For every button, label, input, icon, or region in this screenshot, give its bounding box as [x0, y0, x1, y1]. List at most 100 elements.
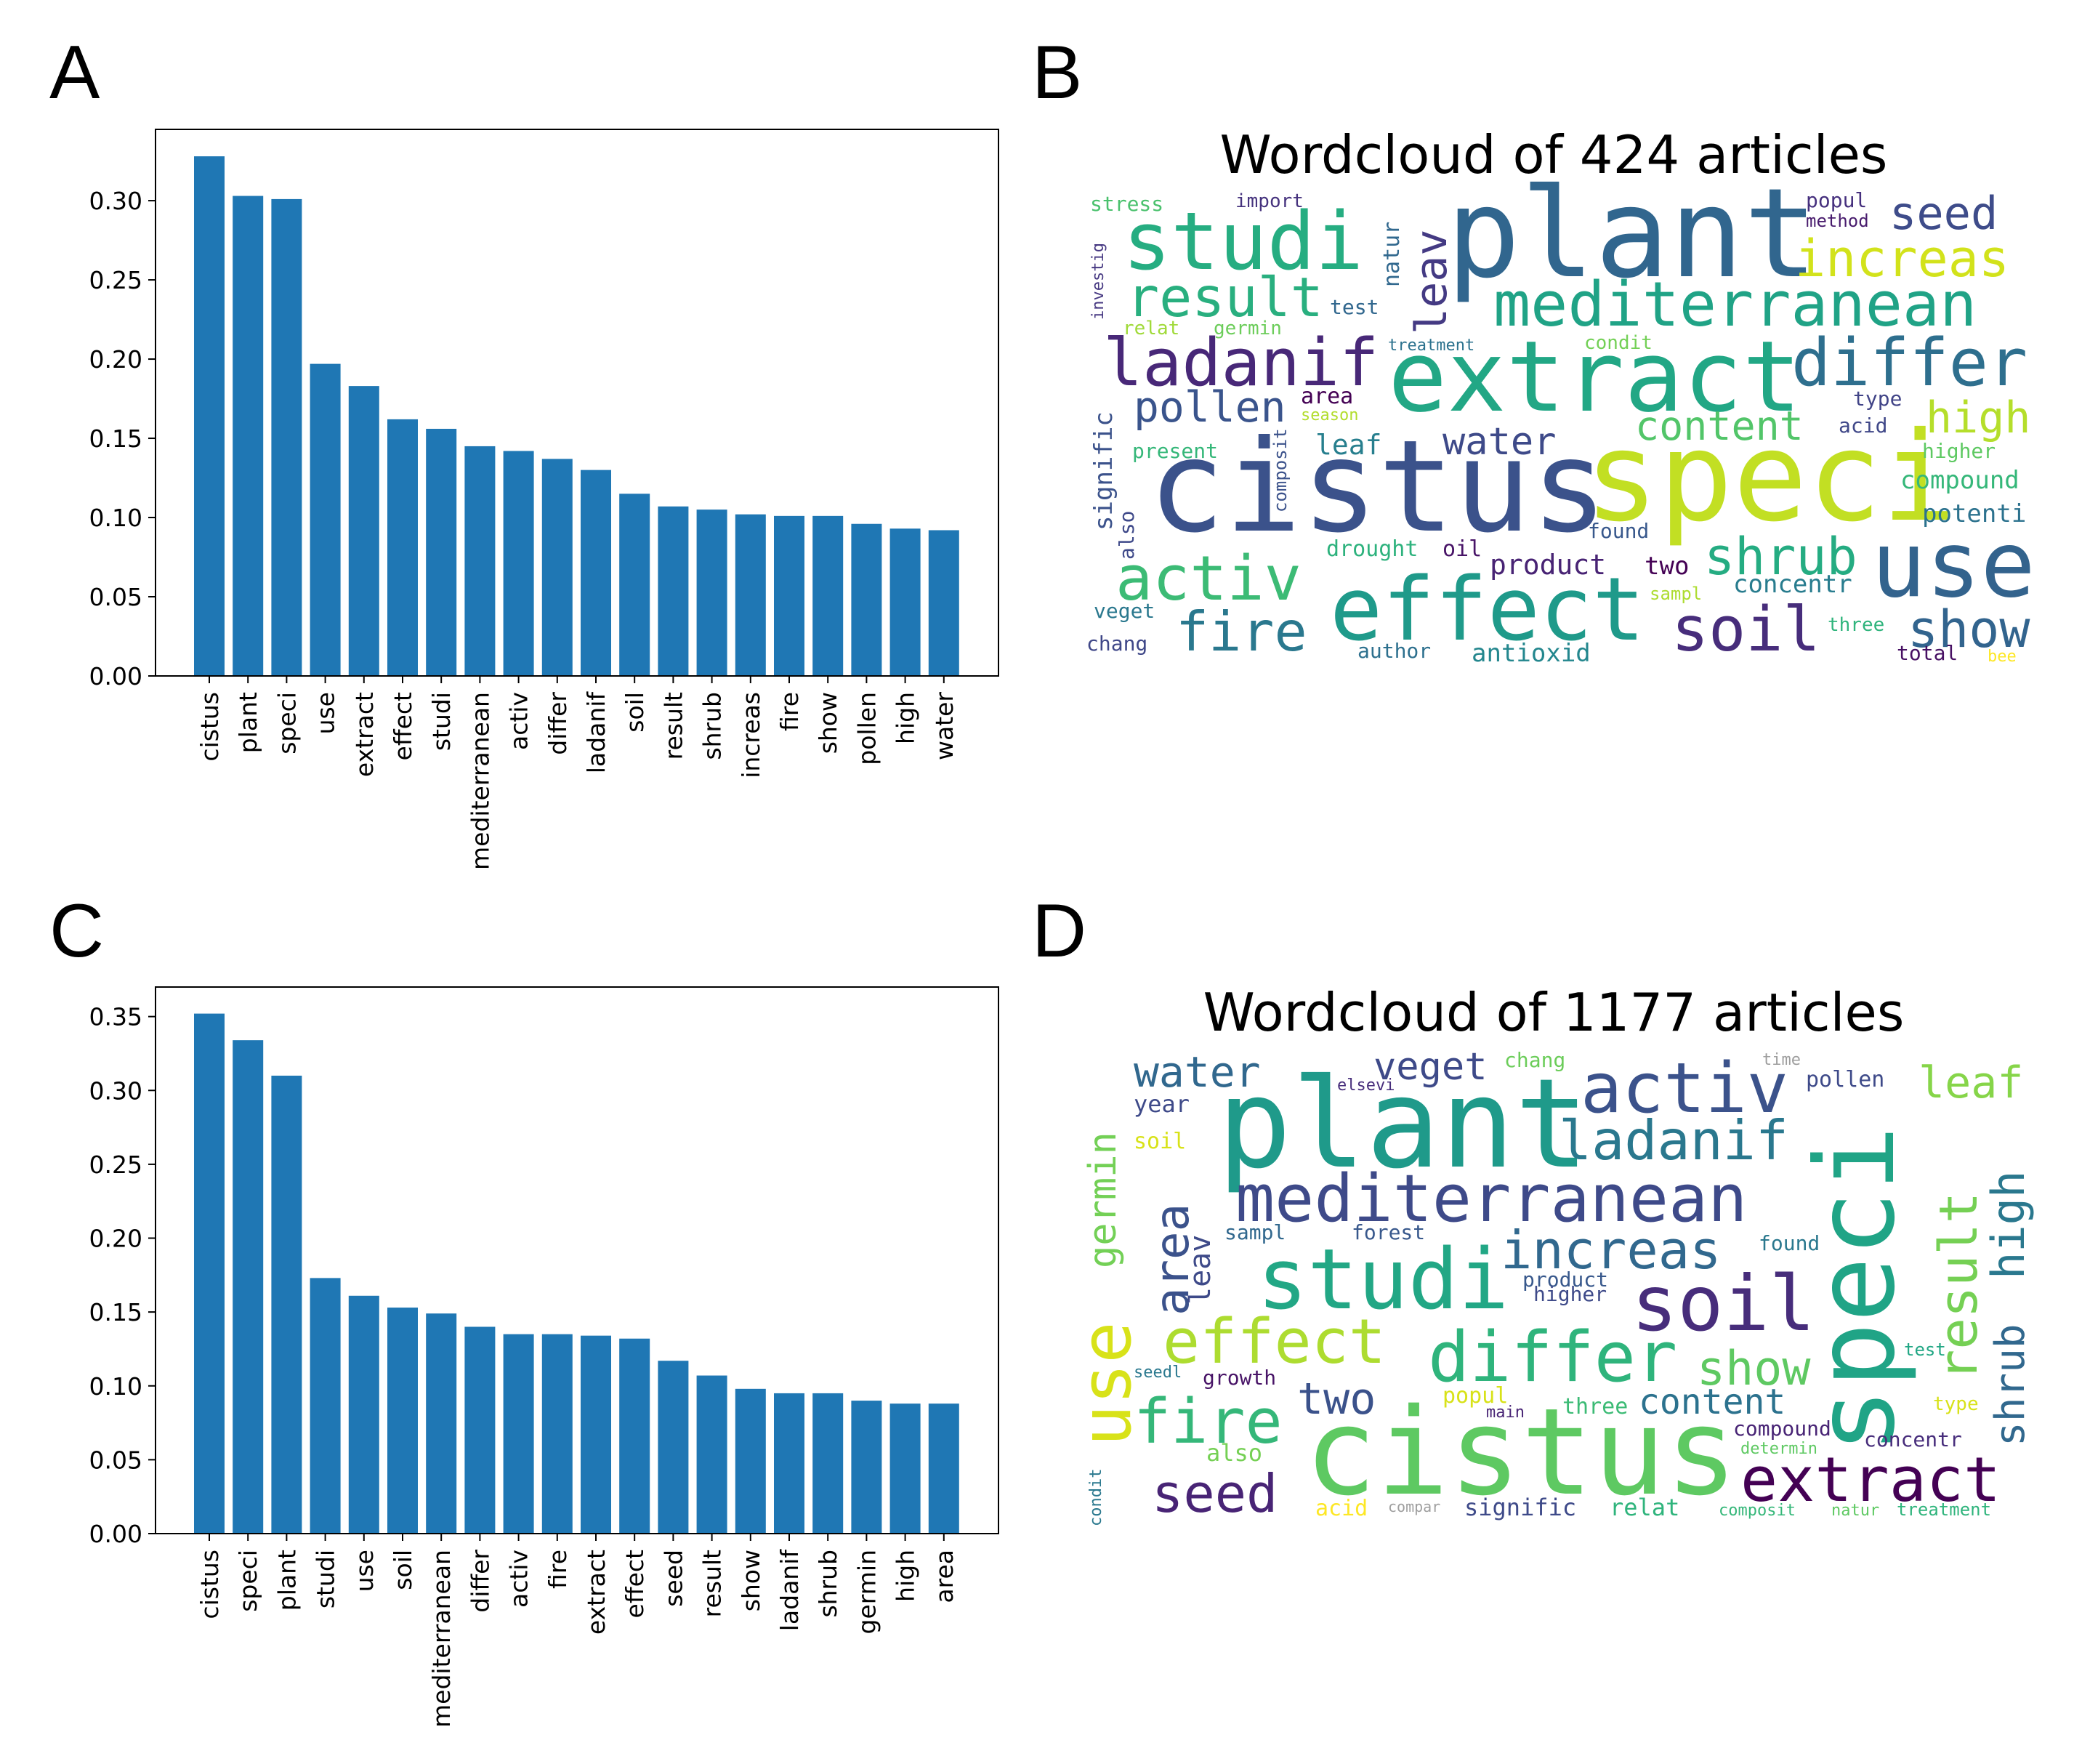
- wordcloud-b-word-bee: bee: [1988, 648, 2017, 666]
- chart-c-xtick-label: high: [892, 1550, 920, 1602]
- chart-c-bar-high: [889, 1403, 921, 1534]
- chart-c-xtick-label: mediterranean: [427, 1550, 456, 1728]
- wordcloud-d-word-higher: higher: [1533, 1282, 1607, 1306]
- chart-c-bar-germin: [851, 1401, 882, 1534]
- wordcloud-b-word-season: season: [1301, 406, 1358, 424]
- wordcloud-d-word-two: two: [1297, 1374, 1376, 1425]
- wordcloud-b-word-stress: stress: [1090, 192, 1163, 216]
- chart-a-bar-cistus: [194, 156, 225, 677]
- wordcloud-b-word-acid: acid: [1839, 414, 1887, 438]
- wordcloud-b-word-veget: veget: [1094, 599, 1155, 623]
- chart-c-xtick-label: shrub: [814, 1550, 842, 1618]
- wordcloud-d-word-treatment: treatment: [1897, 1499, 1991, 1520]
- wordcloud-d-word-result: result: [1928, 1192, 1989, 1381]
- chart-a-bar-result: [658, 506, 689, 676]
- wordcloud-d-word-soil: soil: [1631, 1260, 1815, 1348]
- wordcloud-d: Wordcloud of 1177 articles plant cistus sp…: [1067, 982, 2035, 1526]
- wordcloud-b-word-germin: germin: [1214, 318, 1282, 339]
- panel-letter-a: A: [49, 31, 100, 115]
- chart-c-xtick-label: studi: [312, 1550, 340, 1608]
- chart-c-xtick-label: area: [930, 1550, 959, 1603]
- wordcloud-b-word-higher: higher: [1922, 439, 1996, 463]
- chart-c-ytick-label: 0.10: [89, 1372, 142, 1401]
- wordcloud-b-word-speci: speci: [1584, 406, 1956, 549]
- wordcloud-d-word-use: use: [1067, 1321, 1147, 1446]
- chart-c-bar-mediterranean: [426, 1313, 457, 1534]
- wordcloud-b-word-author: author: [1357, 639, 1431, 663]
- chart-a-ytick-label: 0.05: [89, 583, 142, 611]
- chart-c-bar-extract: [581, 1335, 611, 1534]
- chart-a-bar-speci: [271, 198, 302, 677]
- chart-c-xtick-label: speci: [234, 1550, 262, 1612]
- chart-c-ytick-label: 0.30: [89, 1076, 142, 1105]
- chart-a-xtick-label: mediterranean: [466, 692, 494, 870]
- wordcloud-b-word-plant: plant: [1446, 162, 1818, 306]
- chart-c-bar-effect: [619, 1338, 650, 1534]
- wordcloud-d-word-found: found: [1759, 1231, 1820, 1255]
- wordcloud-b-word-method: method: [1806, 211, 1869, 231]
- chart-a-bar-differ: [541, 459, 573, 676]
- chart-a-xtick-label: cistus: [195, 692, 224, 762]
- wordcloud-b-word-differ: differ: [1791, 325, 2027, 401]
- wordcloud-b-word-natur: natur: [1379, 222, 1405, 287]
- wordcloud-b-word-treatment: treatment: [1388, 337, 1474, 355]
- chart-c-bar-studi: [310, 1278, 341, 1534]
- chart-c-xtick-label: germin: [852, 1550, 881, 1634]
- wordcloud-d-word-signific: signific: [1464, 1494, 1576, 1521]
- chart-a-bar-plant: [233, 196, 264, 676]
- wordcloud-d-word-relat: relat: [1610, 1494, 1679, 1521]
- chart-a-xtick-label: high: [892, 692, 920, 744]
- wordcloud-d-word-increas: increas: [1501, 1220, 1721, 1281]
- chart-c-bar-fire: [541, 1334, 573, 1534]
- wordcloud-d-word-seedl: seedl: [1134, 1364, 1182, 1382]
- wordcloud-b: Wordcloud of 424 articles plant cistusspe…: [1086, 124, 2035, 668]
- wordcloud-d-word-fire: fire: [1134, 1386, 1283, 1458]
- wordcloud-d-word-chang: chang: [1504, 1048, 1565, 1072]
- wordcloud-d-word-elsevi: elsevi: [1337, 1076, 1395, 1095]
- wordcloud-b-word-use: use: [1871, 512, 2035, 618]
- chart-c-xtick-label: activ: [505, 1550, 533, 1608]
- wordcloud-b-word-type: type: [1853, 387, 1902, 411]
- chart-a-xtick-label: plant: [234, 692, 262, 753]
- wordcloud-b-word-signific: signific: [1089, 411, 1118, 531]
- wordcloud-d-word-show: show: [1697, 1342, 1811, 1396]
- chart-a-bar-show: [812, 515, 844, 676]
- chart-c-xtick-label: differ: [466, 1550, 494, 1613]
- wordcloud-d-word-composit: composit: [1719, 1502, 1796, 1520]
- chart-a-bar-mediterranean: [464, 446, 496, 676]
- wordcloud-b-word-sampl: sampl: [1650, 584, 1702, 604]
- wordcloud-b-word-seed: seed: [1889, 187, 1998, 240]
- wordcloud-d-word-soil: soil: [1134, 1129, 1186, 1154]
- chart-a-xtick-label: fire: [775, 692, 804, 731]
- wordcloud-b-word-product: product: [1490, 549, 1606, 581]
- wordcloud-d-title: Wordcloud of 1177 articles: [1203, 982, 1905, 1043]
- chart-a-xtick-label: pollen: [852, 692, 881, 765]
- wordcloud-d-word-growth: growth: [1203, 1366, 1276, 1390]
- wordcloud-d-word-compound: compound: [1733, 1417, 1831, 1441]
- wordcloud-d-word-product: product: [1522, 1268, 1608, 1292]
- panel-letter-b: B: [1032, 31, 1082, 115]
- wordcloud-b-word-antioxid: antioxid: [1472, 639, 1591, 668]
- chart-c-bar-ladanif: [774, 1393, 804, 1534]
- wordcloud-d-word-leav: leav: [1184, 1235, 1217, 1305]
- wordcloud-b-word-mediterranean: mediterranean: [1493, 269, 1977, 341]
- wordcloud-b-word-oil: oil: [1442, 536, 1482, 562]
- chart-a-bar-increas: [735, 514, 766, 676]
- chart-a-bar-high: [889, 528, 921, 676]
- chart-c-bar-speci: [233, 1040, 264, 1534]
- chart-a-bar-pollen: [851, 523, 882, 676]
- wordcloud-b-word-potenti: potenti: [1922, 499, 2026, 528]
- wordcloud-b-word-found: found: [1588, 519, 1649, 543]
- wordcloud-b-word-drought: drought: [1326, 536, 1418, 562]
- chart-c-bar-show: [735, 1388, 766, 1534]
- chart-a-xtick-label: activ: [505, 692, 533, 750]
- wordcloud-b-word-soil: soil: [1671, 594, 1820, 666]
- wordcloud-b-word-popul: popul: [1806, 188, 1867, 212]
- chart-c-ytick-label: 0.25: [89, 1151, 142, 1179]
- wordcloud-d-word-activ: activ: [1581, 1049, 1788, 1129]
- wordcloud-b-word-extract: extract: [1388, 320, 1801, 434]
- chart-a-ytick-label: 0.10: [89, 504, 142, 532]
- wordcloud-d-word-natur: natur: [1831, 1502, 1879, 1520]
